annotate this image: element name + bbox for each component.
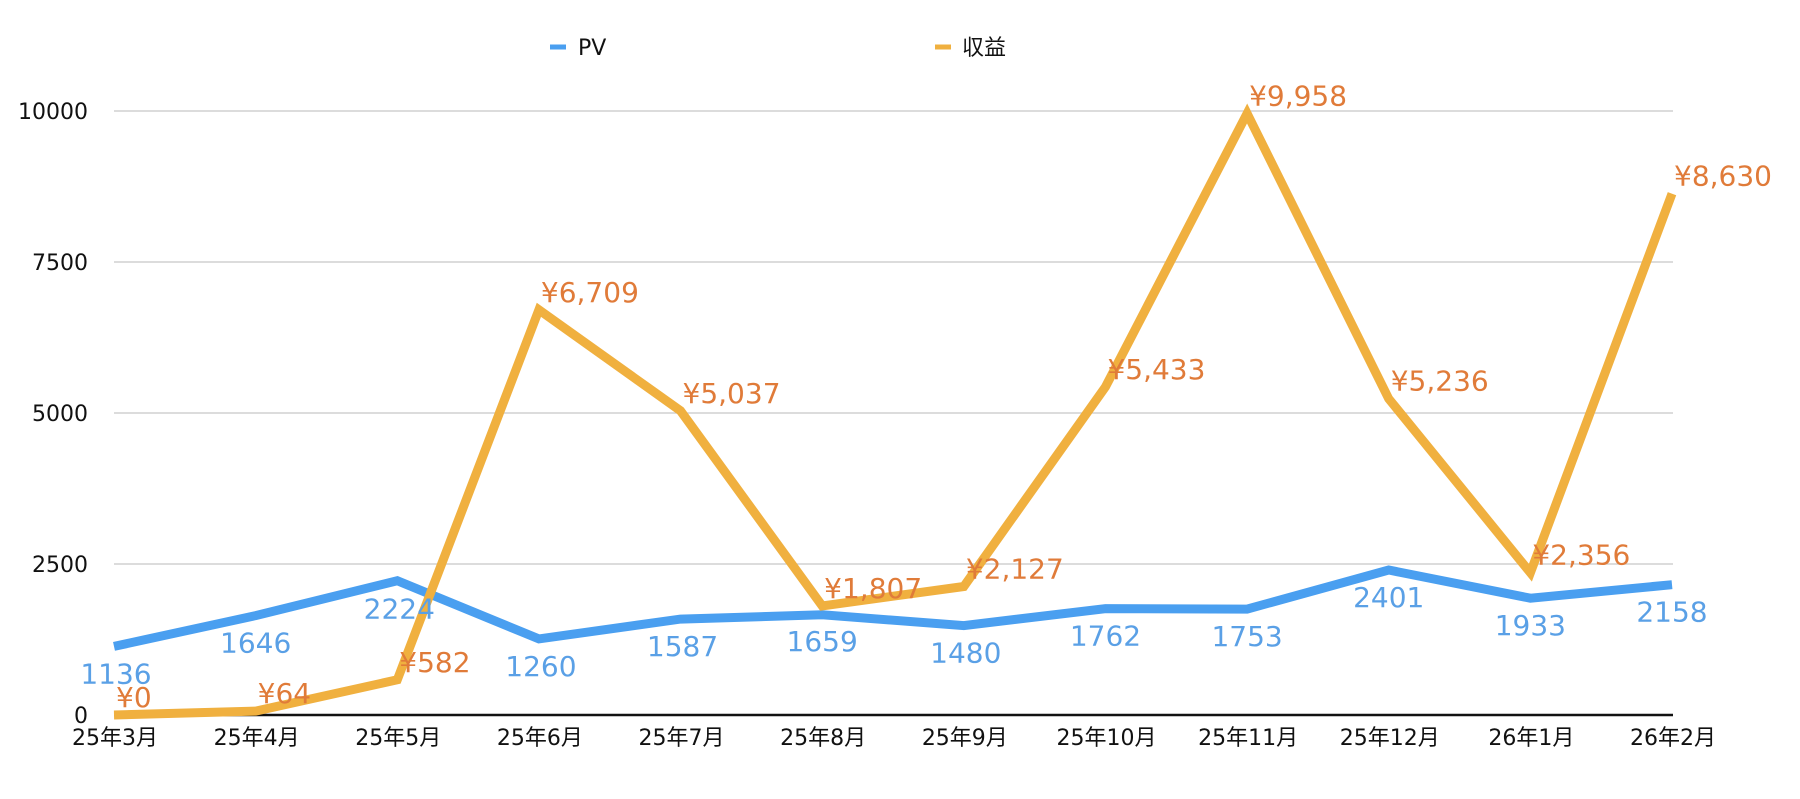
revenue-data-label: ¥5,236 <box>1391 365 1489 398</box>
pv-data-label: 1480 <box>930 637 1001 670</box>
x-tick-label: 25年12月 <box>1340 726 1440 751</box>
pv-data-label: 1646 <box>220 627 291 660</box>
pv-line <box>113 565 1673 651</box>
y-tick-label: 0 <box>74 704 88 729</box>
pv-data-label: 2401 <box>1353 581 1424 614</box>
x-tick-label: 25年11月 <box>1198 726 1298 751</box>
revenue-data-label: ¥5,037 <box>683 377 781 410</box>
gridlines <box>114 110 1673 565</box>
y-tick-label: 5000 <box>32 402 88 427</box>
legend-label-pv: PV <box>578 36 606 61</box>
y-tick-label: 7500 <box>32 251 88 276</box>
legend: PV 収益 <box>550 36 1006 61</box>
revenue-data-label: ¥2,356 <box>1532 539 1630 572</box>
legend-label-revenue: 収益 <box>962 36 1006 61</box>
y-tick-label: 2500 <box>32 553 88 578</box>
revenue-data-label: ¥6,709 <box>541 276 639 309</box>
y-axis: 0 2500 5000 7500 10000 <box>18 100 88 729</box>
pv-data-label: 2224 <box>364 593 435 626</box>
legend-item-revenue[interactable]: 収益 <box>935 36 1006 61</box>
x-tick-label: 26年2月 <box>1630 726 1716 751</box>
y-tick-label: 10000 <box>18 100 88 125</box>
revenue-data-label: ¥5,433 <box>1107 353 1205 386</box>
revenue-data-label: ¥64 <box>258 677 311 710</box>
pv-data-label: 1587 <box>647 630 718 663</box>
data-labels: 1136 1646 2224 1260 1587 1659 1480 1762 1753 2401… <box>80 80 1772 714</box>
x-tick-label: 25年6月 <box>497 726 583 751</box>
x-tick-label: 25年7月 <box>639 726 725 751</box>
revenue-data-label: ¥582 <box>399 646 470 679</box>
x-axis: 25年3月 25年4月 25年5月 25年6月 25年7月 25年8月 25年9月 25年10… <box>72 713 1716 751</box>
revenue-data-label: ¥8,630 <box>1674 160 1772 193</box>
revenue-data-label: ¥1,807 <box>824 572 922 605</box>
pv-data-label: 1753 <box>1211 620 1282 653</box>
x-tick-label: 25年9月 <box>922 726 1008 751</box>
pv-data-label: 1762 <box>1070 620 1141 653</box>
x-tick-label: 26年1月 <box>1488 726 1574 751</box>
revenue-data-label: ¥2,127 <box>966 553 1064 586</box>
x-tick-label: 25年8月 <box>780 726 866 751</box>
revenue-data-label: ¥0 <box>116 681 152 714</box>
pv-data-label: 1933 <box>1495 609 1566 642</box>
pv-data-label: 1659 <box>787 625 858 658</box>
legend-item-pv[interactable]: PV <box>550 36 606 61</box>
revenue-data-label: ¥9,958 <box>1249 80 1347 113</box>
pv-data-label: 1136 <box>80 657 151 690</box>
x-tick-label: 25年3月 <box>72 726 158 751</box>
pv-data-label: 1260 <box>505 650 576 683</box>
series-lines <box>113 103 1677 720</box>
x-tick-label: 25年4月 <box>214 726 300 751</box>
x-tick-label: 25年5月 <box>355 726 441 751</box>
pv-data-label: 2158 <box>1636 596 1707 629</box>
x-tick-label: 25年10月 <box>1056 726 1156 751</box>
revenue-line <box>113 103 1677 720</box>
